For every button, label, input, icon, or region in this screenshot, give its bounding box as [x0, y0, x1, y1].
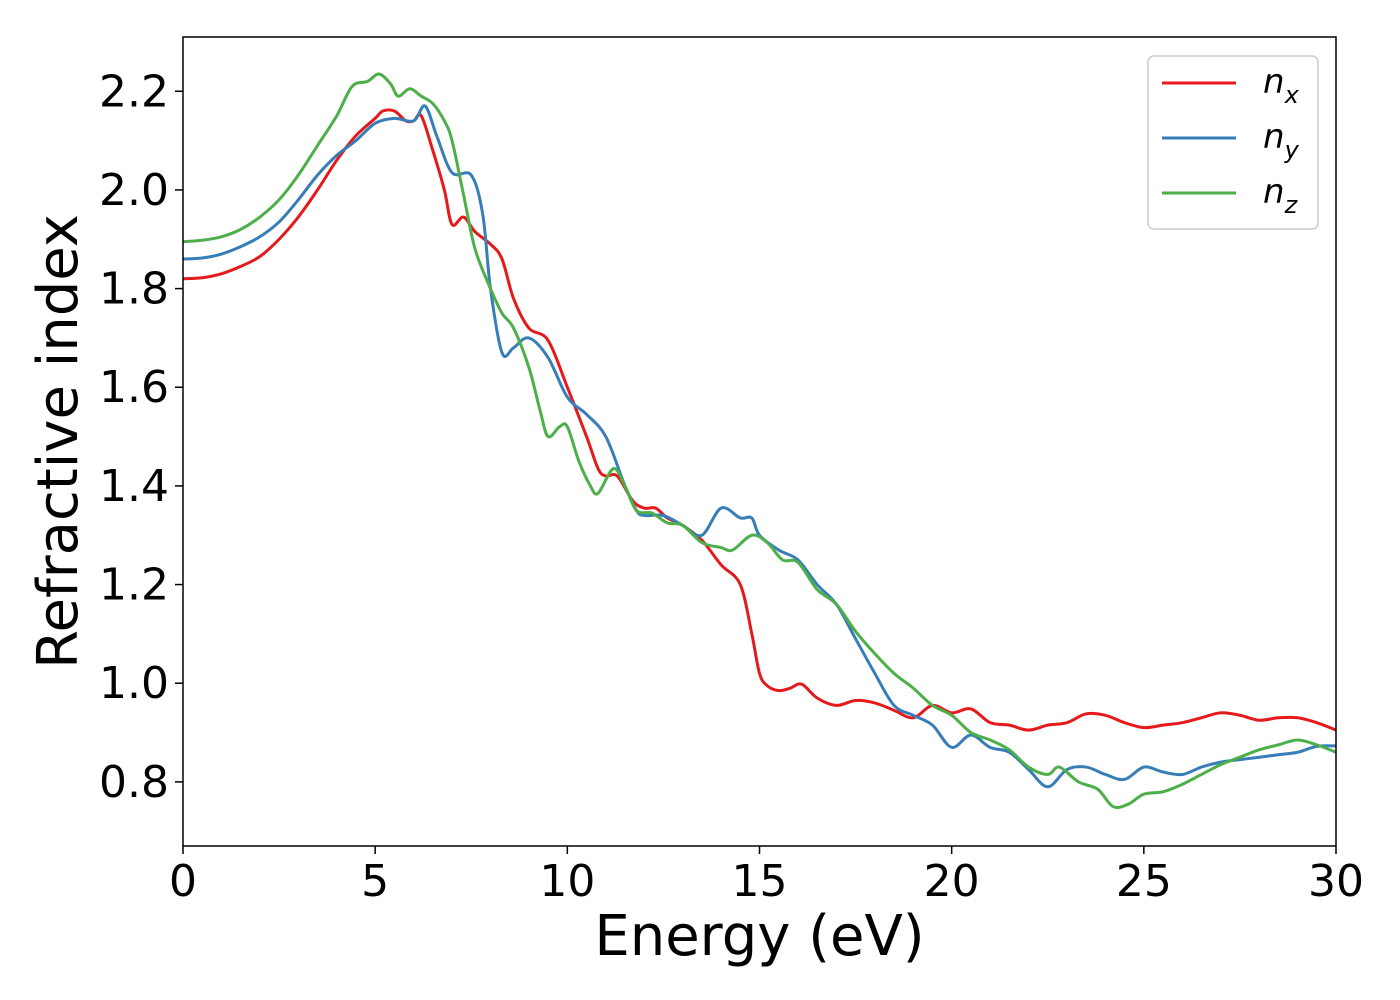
x-tick-label: 0 — [169, 856, 197, 907]
y-tick-label: 1.4 — [99, 461, 169, 512]
y-tick-label: 2.2 — [99, 66, 169, 117]
y-tick-label: 2.0 — [99, 165, 169, 216]
series-line-x — [183, 108, 1336, 732]
legend: nx ny nz — [1147, 55, 1319, 230]
y-tick-label: 1.6 — [99, 362, 169, 413]
y-tick-label: 1.8 — [99, 264, 169, 315]
y-tick-label: 0.8 — [99, 757, 169, 808]
x-tick-label: 15 — [732, 856, 788, 907]
x-tick-label: 5 — [361, 856, 389, 907]
legend-label-z: nz — [1263, 172, 1299, 219]
series-line-z — [183, 72, 1336, 809]
x-axis-label: Energy (eV) — [594, 904, 924, 969]
y-tick-label: 1.0 — [99, 658, 169, 709]
y-axis-label: Refractive index — [26, 214, 91, 669]
x-tick-label: 30 — [1308, 856, 1364, 907]
y-tick-label: 1.2 — [99, 560, 169, 611]
x-axis: 0 5 10 15 20 25 30 — [169, 846, 1364, 907]
legend-label-x: nx — [1263, 62, 1300, 109]
x-tick-label: 25 — [1116, 856, 1172, 907]
series-line-y — [183, 104, 1336, 789]
y-axis: 0.8 1.0 1.2 1.4 1.6 1.8 2.0 2.2 — [99, 66, 183, 808]
x-tick-label: 20 — [924, 856, 980, 907]
series-layer — [183, 72, 1336, 809]
x-tick-label: 10 — [539, 856, 595, 907]
legend-box — [1147, 55, 1319, 230]
legend-label-y: ny — [1263, 117, 1300, 164]
